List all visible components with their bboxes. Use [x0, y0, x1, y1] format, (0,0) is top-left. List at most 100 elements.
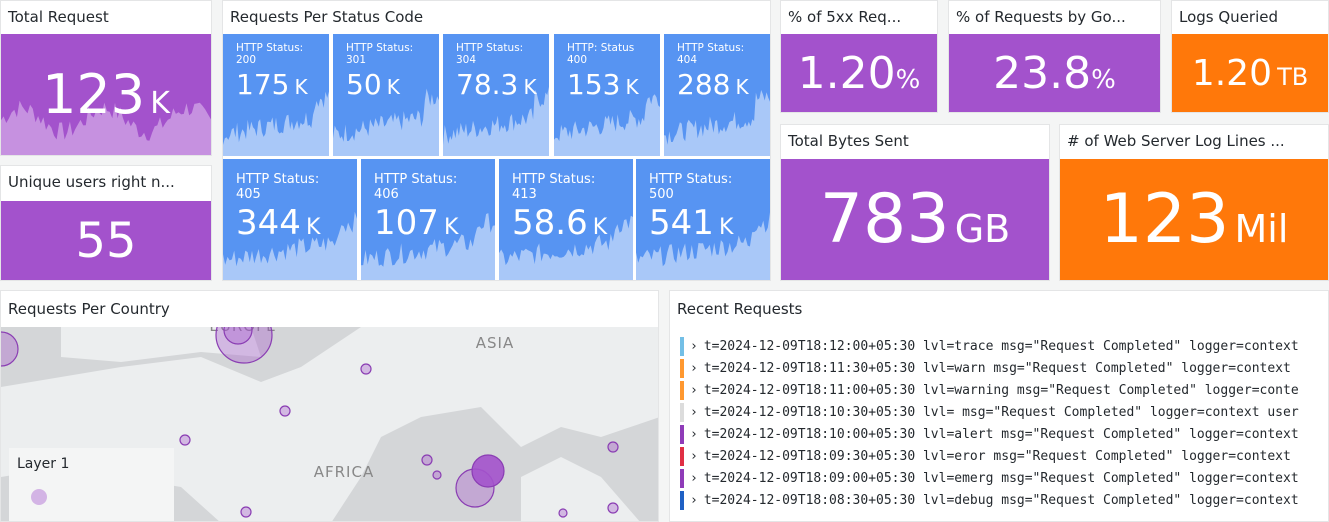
log-level-bar [680, 447, 684, 466]
tile-value: 541 K [649, 203, 733, 243]
tile-value: 50 K [346, 68, 400, 101]
panel-title: Total Request [8, 8, 109, 26]
log-level-bar [680, 359, 684, 378]
sparkline [554, 94, 660, 156]
expand-icon[interactable]: › [690, 493, 698, 508]
log-level-bar [680, 425, 684, 444]
map-panel: Requests Per Country EUROPE ASIA AFRICA … [0, 290, 659, 522]
expand-icon[interactable]: › [690, 427, 698, 442]
stat-unit: GB [954, 207, 1011, 251]
stat-value-wrap: 1.20 TB [1192, 53, 1308, 94]
expand-icon[interactable]: › [690, 471, 698, 486]
tile-label: HTTP: Status 400 [567, 42, 635, 66]
status-tile: HTTP Status: 304 78.3 K [443, 34, 549, 156]
sparkline [664, 90, 770, 156]
tile-label: HTTP Status: 413 [512, 172, 596, 202]
tile-label: HTTP Status: 304 [456, 42, 524, 66]
status-tile: HTTP Status: 500 541 K [636, 159, 770, 280]
status-tile: HTTP Status: 405 344 K [223, 159, 357, 280]
panel-title: Requests Per Status Code [230, 8, 424, 26]
stat-value: 1.20 [1191, 52, 1272, 94]
sparkline-area [499, 215, 633, 280]
panel-title: % of Requests by Go... [956, 8, 1126, 26]
log-row: › t=2024-12-09T18:09:00+05:30 lvl=emerg m… [680, 469, 1320, 488]
stat-panel: Total Bytes Sent 783 GB [780, 124, 1050, 281]
stat-value: 55 [75, 212, 137, 269]
tile-unit: K [735, 75, 749, 99]
stat-panel: % of Requests by Go... 23.8% [948, 0, 1161, 113]
legend-box [9, 448, 174, 521]
status-tile: HTTP Status: 200 175 K [223, 34, 329, 156]
stat-panel: % of 5xx Req... 1.20% [780, 0, 938, 113]
stat-body: 1.20 TB [1172, 34, 1328, 112]
expand-icon[interactable]: › [690, 361, 698, 376]
stat-body: 23.8% [949, 34, 1160, 112]
stat-value: 123 [42, 63, 146, 126]
stat-unit: K [150, 86, 170, 121]
stat-body: 55 [1, 201, 211, 280]
sparkline [223, 91, 329, 156]
expand-icon[interactable]: › [690, 383, 698, 398]
tile-number: 107 [374, 203, 439, 243]
stat-value: 123 [1099, 180, 1230, 259]
panel-title: Recent Requests [677, 300, 803, 318]
log-row: › t=2024-12-09T18:10:30+05:30 lvl= msg="R… [680, 403, 1320, 422]
log-line: t=2024-12-09T18:12:00+05:30 lvl=trace ms… [703, 339, 1299, 354]
tile-unit: K [444, 215, 459, 240]
map-points [1, 327, 619, 518]
sparkline-area [664, 90, 770, 156]
stat-body: 783 GB [781, 159, 1049, 280]
region-label: ASIA [476, 334, 514, 352]
stat-value: 783 [819, 180, 950, 259]
stat-unit: Mil [1234, 207, 1289, 251]
stat-unit: % [895, 64, 921, 95]
tile-unit: K [386, 75, 400, 99]
sparkline [223, 211, 357, 280]
sparkline-area [1, 100, 211, 155]
panel-title: Logs Queried [1179, 8, 1279, 26]
sparkline-area [361, 213, 495, 280]
sparkline [443, 86, 549, 156]
stat-body: 1.20% [781, 34, 937, 112]
sparkline-area [554, 94, 660, 156]
stat-body: 123 K [1, 34, 211, 155]
tile-value: 175 K [236, 68, 308, 101]
panel-title: Requests Per Country [8, 300, 170, 318]
tile-value: 107 K [374, 203, 458, 243]
tile-unit: K [523, 75, 537, 99]
stat-unit: % [1091, 64, 1116, 95]
tile-unit: K [592, 215, 608, 240]
tile-number: 288 [677, 68, 731, 101]
tile-value: 288 K [677, 68, 749, 101]
status-tile: HTTP Status: 301 50 K [333, 34, 439, 156]
tile-unit: K [306, 215, 321, 240]
status-panel: Requests Per Status Code HTTP Status: 20… [222, 0, 771, 281]
logs-panel: Recent Requests [669, 290, 1329, 522]
log-row: › t=2024-12-09T18:09:30+05:30 lvl=eror ms… [680, 447, 1320, 466]
region-label: EUROPE [209, 327, 276, 335]
panel-title: # of Web Server Log Lines ... [1067, 132, 1285, 150]
region-label: AFRICA [314, 463, 374, 481]
stat-value-wrap: 123 K [42, 63, 170, 126]
status-tile: HTTP: Status 400 153 K [554, 34, 660, 156]
panel-title: % of 5xx Req... [788, 8, 902, 26]
expand-icon[interactable]: › [690, 405, 698, 420]
tile-unit: K [719, 215, 734, 240]
log-level-bar [680, 469, 684, 488]
log-level-bar [680, 491, 684, 510]
stat-value: 1.20 [797, 47, 896, 99]
sparkline-area [636, 212, 770, 280]
sparkline-area [333, 88, 439, 156]
log-level-bar [680, 403, 684, 422]
stat-value-wrap: 123 Mil [1100, 180, 1289, 259]
tile-value: 153 K [567, 68, 639, 101]
tile-unit: K [625, 75, 639, 99]
expand-icon[interactable]: › [690, 339, 698, 354]
tile-label: HTTP Status: 406 [374, 172, 458, 202]
log-row: › t=2024-12-09T18:12:00+05:30 lvl=trace m… [680, 337, 1320, 356]
expand-icon[interactable]: › [690, 449, 698, 464]
sparkline-area [223, 211, 357, 280]
log-line: t=2024-12-09T18:09:00+05:30 lvl=emerg ms… [703, 471, 1299, 486]
tile-unit: K [294, 75, 308, 99]
